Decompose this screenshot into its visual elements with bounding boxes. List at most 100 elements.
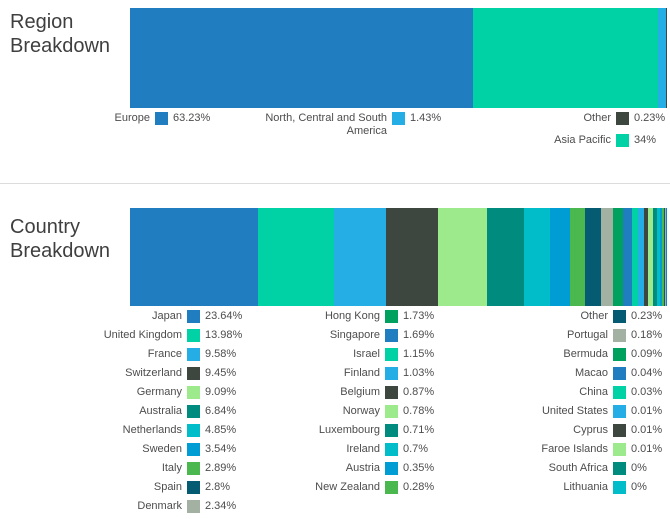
legend-label: Israel bbox=[255, 348, 380, 361]
legend-value: 0.01% bbox=[631, 405, 662, 418]
legend-label: Cyprus bbox=[440, 424, 608, 437]
legend-item-other: Other 0.23% bbox=[440, 310, 667, 323]
legend-color-swatch bbox=[155, 112, 168, 125]
legend-label: Norway bbox=[255, 405, 380, 418]
legend-value: 1.69% bbox=[403, 329, 434, 342]
legend-value: 0.28% bbox=[403, 481, 434, 494]
legend-color-swatch bbox=[613, 424, 626, 437]
legend-label: South Africa bbox=[440, 462, 608, 475]
legend-label: Spain bbox=[0, 481, 182, 494]
bar-segment-spain[interactable] bbox=[585, 208, 600, 306]
legend-value: 6.84% bbox=[205, 405, 236, 418]
bar-segment-france[interactable] bbox=[334, 208, 386, 306]
legend-label: China bbox=[440, 386, 608, 399]
legend-color-swatch bbox=[616, 112, 629, 125]
legend-value: 0.18% bbox=[631, 329, 662, 342]
legend-label: Other bbox=[440, 310, 608, 323]
bar-segment-japan[interactable] bbox=[130, 208, 258, 306]
legend-color-swatch bbox=[613, 329, 626, 342]
legend-color-swatch bbox=[187, 500, 200, 513]
legend-value: 1.03% bbox=[403, 367, 434, 380]
legend-item-luxembourg: Luxembourg 0.71% bbox=[255, 424, 440, 437]
legend-color-swatch bbox=[385, 481, 398, 494]
legend-value: 9.58% bbox=[205, 348, 236, 361]
bar-segment-switzerland[interactable] bbox=[386, 208, 437, 306]
legend-color-swatch bbox=[385, 310, 398, 323]
legend-color-swatch bbox=[187, 348, 200, 361]
legend-color-swatch bbox=[385, 329, 398, 342]
legend-label: Other bbox=[440, 112, 611, 125]
legend-color-swatch bbox=[385, 443, 398, 456]
bar-segment-sweden[interactable] bbox=[550, 208, 569, 306]
legend-value: 13.98% bbox=[205, 329, 242, 342]
legend-color-swatch bbox=[187, 424, 200, 437]
legend-value: 2.34% bbox=[205, 500, 236, 513]
legend-color-swatch bbox=[385, 367, 398, 380]
legend-label: Singapore bbox=[255, 329, 380, 342]
legend-label: Macao bbox=[440, 367, 608, 380]
legend-item-france: France 9.58% bbox=[0, 348, 255, 361]
bar-segment-europe[interactable] bbox=[130, 8, 473, 108]
legend-color-swatch bbox=[616, 134, 629, 147]
legend-label: Ireland bbox=[255, 443, 380, 456]
bar-segment-united-kingdom[interactable] bbox=[258, 208, 334, 306]
legend-label: Hong Kong bbox=[255, 310, 380, 323]
legend-value: 0.71% bbox=[403, 424, 434, 437]
bar-segment-netherlands[interactable] bbox=[524, 208, 550, 306]
legend-label: Luxembourg bbox=[255, 424, 380, 437]
legend-color-swatch bbox=[613, 462, 626, 475]
legend-color-swatch bbox=[385, 386, 398, 399]
legend-label: Australia bbox=[0, 405, 182, 418]
legend-value: 0.23% bbox=[634, 112, 665, 125]
legend-value: 34% bbox=[634, 134, 656, 147]
bar-segment-asia-pacific[interactable] bbox=[473, 8, 658, 108]
legend-color-swatch bbox=[187, 462, 200, 475]
bar-segment-germany[interactable] bbox=[438, 208, 487, 306]
legend-label: North, Central and South America bbox=[255, 112, 387, 138]
bar-segment-hong-kong[interactable] bbox=[613, 208, 622, 306]
legend-label: United Kingdom bbox=[0, 329, 182, 342]
bar-segment-north-central-and-south-america[interactable] bbox=[658, 8, 666, 108]
bar-segment-italy[interactable] bbox=[570, 208, 586, 306]
bar-segment-denmark[interactable] bbox=[601, 208, 614, 306]
legend-value: 0.01% bbox=[631, 424, 662, 437]
legend-label: Denmark bbox=[0, 500, 182, 513]
legend-value: 2.89% bbox=[205, 462, 236, 475]
legend-label: United States bbox=[440, 405, 608, 418]
legend-value: 0% bbox=[631, 481, 647, 494]
legend-value: 0.23% bbox=[631, 310, 662, 323]
bar-segment-singapore[interactable] bbox=[623, 208, 632, 306]
legend-color-swatch bbox=[613, 367, 626, 380]
legend-label: Germany bbox=[0, 386, 182, 399]
bar-segment-australia[interactable] bbox=[487, 208, 524, 306]
bar-segment-other[interactable] bbox=[666, 8, 667, 108]
legend-item-australia: Australia 6.84% bbox=[0, 405, 255, 418]
legend-label: France bbox=[0, 348, 182, 361]
